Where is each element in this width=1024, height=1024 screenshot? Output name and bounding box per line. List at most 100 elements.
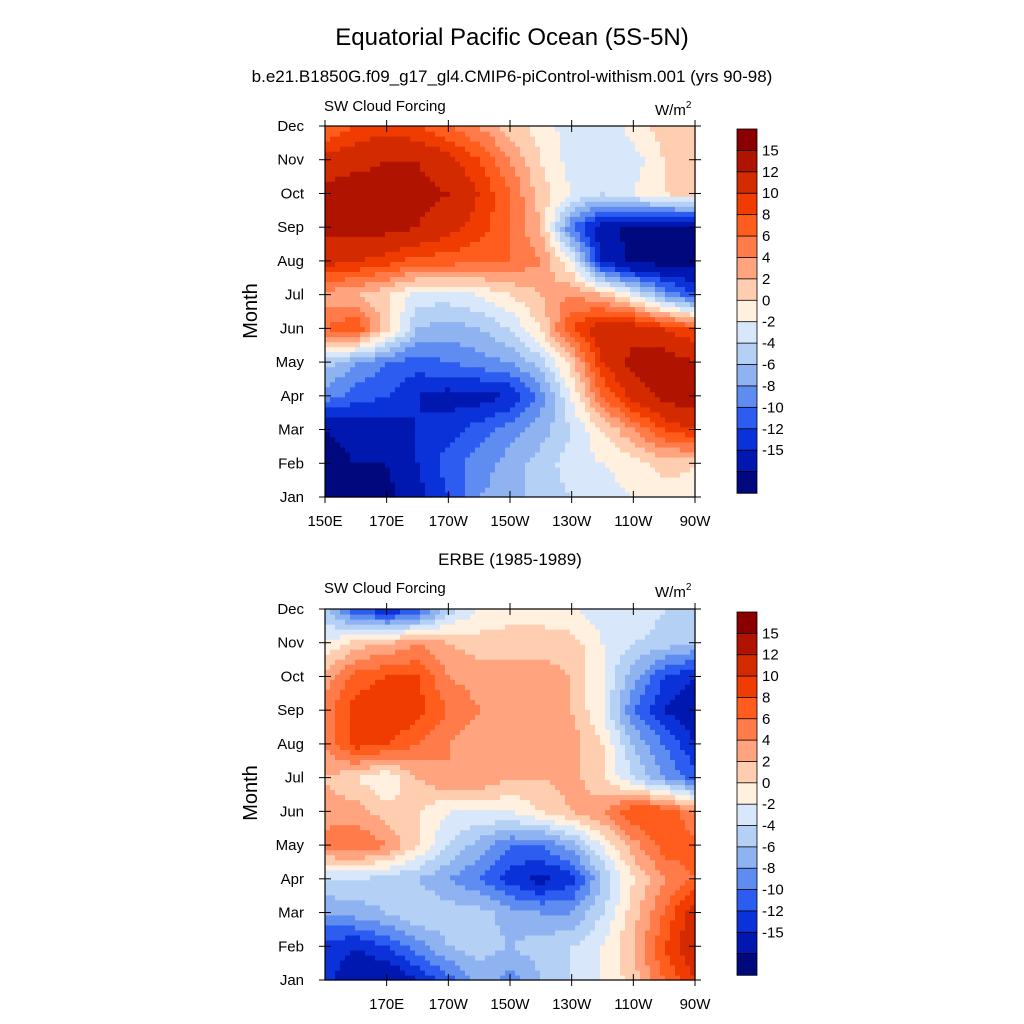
heatmap-cell [350,231,356,237]
heatmap-cell [555,246,561,252]
heatmap-cell [420,406,426,413]
heatmap-cell [445,326,451,333]
heatmap-cell [670,446,676,453]
heatmap-cell [515,181,521,187]
heatmap-cell [575,226,581,232]
heatmap-cell [580,411,586,418]
heatmap-cell [480,486,486,493]
heatmap-cell [585,221,591,227]
heatmap-cell [645,176,651,182]
heatmap-cell [630,321,636,328]
heatmap-cell [510,246,516,252]
heatmap-cell [580,426,586,433]
heatmap-cell [345,291,351,298]
heatmap-cell [335,411,341,418]
heatmap-cell [560,401,566,408]
heatmap-cell [625,261,631,267]
heatmap-cell [400,221,406,227]
heatmap-cell [680,441,686,448]
heatmap-cell [335,276,341,283]
heatmap-cell [675,466,681,473]
heatmap-cell [595,341,601,348]
heatmap-cell [405,256,411,262]
heatmap-cell [455,241,461,247]
heatmap-cell [675,281,681,288]
heatmap-cell [475,466,481,473]
heatmap-cell [330,476,336,483]
heatmap-cell [375,396,381,403]
heatmap-cell [385,266,391,272]
heatmap-cell [400,476,406,483]
heatmap-cell [660,281,666,288]
heatmap-cell [685,491,691,498]
heatmap-cell [685,381,691,388]
heatmap-cell [460,156,466,162]
heatmap-cell [370,441,376,448]
heatmap-cell [625,461,631,468]
heatmap-cell [520,176,526,182]
heatmap-cell [680,306,686,313]
heatmap-cell [405,246,411,252]
heatmap-cell [505,276,511,283]
heatmap-cell [495,356,501,363]
heatmap-cell [585,311,591,318]
heatmap-cell [485,471,491,478]
heatmap-cell [350,471,356,478]
heatmap-cell [380,411,386,418]
heatmap-cell [590,391,596,398]
heatmap-cell [495,486,501,493]
heatmap-cell [380,396,386,403]
heatmap-cell [535,351,541,358]
heatmap-cell [485,401,491,408]
heatmap-cell [565,191,571,197]
heatmap-cell [580,366,586,373]
heatmap-cell [585,441,591,448]
heatmap-cell [465,296,471,303]
heatmap-cell [365,216,371,222]
heatmap-cell [375,431,381,438]
heatmap-cell [465,346,471,353]
heatmap-cell [615,431,621,438]
heatmap-cell [615,416,621,423]
heatmap-cell [330,336,336,343]
heatmap-cell [450,446,456,453]
heatmap-cell [675,371,681,378]
heatmap-cell [565,181,571,187]
heatmap-cell [645,476,651,483]
heatmap-cell [600,196,606,202]
heatmap-cell [455,361,461,368]
heatmap-cell [685,481,691,488]
heatmap-cell [400,266,406,272]
heatmap-cell [670,226,676,232]
heatmap-cell [560,426,566,433]
heatmap-cell [425,196,431,202]
heatmap-cell [340,406,346,413]
heatmap-cell [600,416,606,423]
heatmap-cell [620,436,626,443]
heatmap-cell [610,271,616,277]
heatmap-cell [420,381,426,388]
heatmap-cell [485,206,491,212]
heatmap-cell [555,356,561,363]
heatmap-cell [355,376,361,383]
heatmap-cell [555,401,561,408]
heatmap-cell [500,421,506,428]
heatmap-cell [535,391,541,398]
heatmap-cell [655,211,661,217]
heatmap-cell [515,336,521,343]
heatmap-cell [630,226,636,232]
heatmap-cell [630,451,636,458]
heatmap-cell [565,251,571,257]
heatmap-cell [580,456,586,463]
heatmap-cell [545,276,551,283]
heatmap-cell [455,346,461,353]
heatmap-cell [520,296,526,303]
heatmap-cell [555,351,561,358]
heatmap-cell [385,366,391,373]
heatmap-cell [410,306,416,313]
heatmap-cell [660,476,666,483]
heatmap-cell [365,476,371,483]
heatmap-cell [475,161,481,167]
heatmap-cell [475,396,481,403]
heatmap-cell [510,366,516,373]
